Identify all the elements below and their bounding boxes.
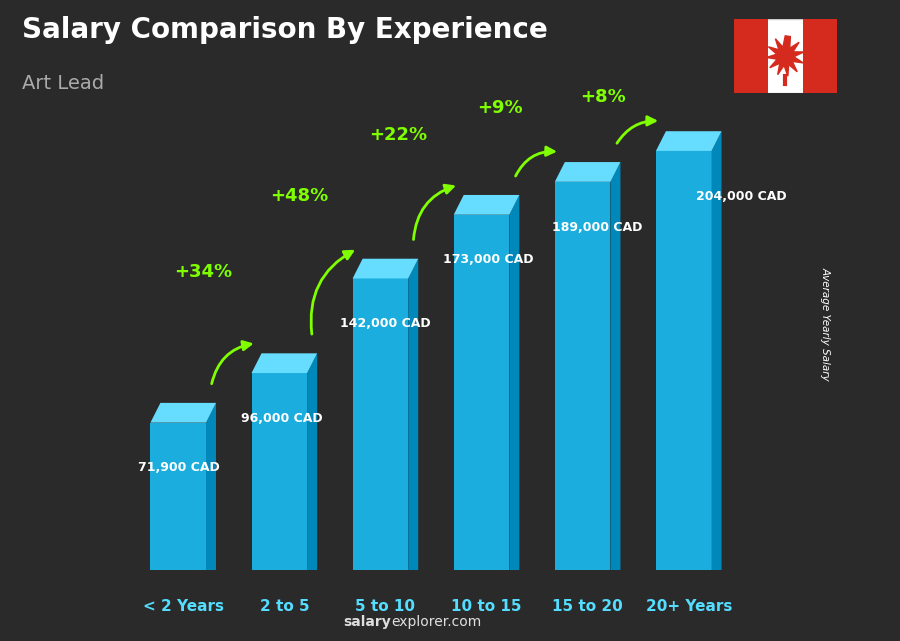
Polygon shape [509,195,519,570]
Text: +34%: +34% [175,263,232,281]
Text: 20+ Years: 20+ Years [645,599,732,614]
Polygon shape [353,278,409,570]
Polygon shape [712,131,722,570]
Polygon shape [307,353,317,570]
Polygon shape [251,373,307,570]
Polygon shape [803,19,837,93]
Text: 96,000 CAD: 96,000 CAD [241,412,322,425]
Text: +48%: +48% [270,187,328,205]
Polygon shape [409,259,419,570]
Text: 189,000 CAD: 189,000 CAD [553,221,643,233]
Polygon shape [734,19,768,93]
Text: +8%: +8% [580,88,626,106]
Text: explorer.com: explorer.com [392,615,482,629]
Polygon shape [150,403,216,422]
Text: Art Lead: Art Lead [22,74,104,93]
Text: 173,000 CAD: 173,000 CAD [443,253,534,267]
Polygon shape [251,353,317,373]
Text: salary: salary [344,615,392,629]
Text: 5 to 10: 5 to 10 [356,599,416,614]
Text: Salary Comparison By Experience: Salary Comparison By Experience [22,16,548,44]
Text: 10 to 15: 10 to 15 [451,599,522,614]
Polygon shape [353,259,418,278]
Polygon shape [656,151,712,570]
Polygon shape [734,19,837,93]
Polygon shape [554,182,610,570]
Polygon shape [610,162,620,570]
Polygon shape [554,162,620,182]
Polygon shape [206,403,216,570]
Text: 15 to 20: 15 to 20 [553,599,623,614]
Text: 204,000 CAD: 204,000 CAD [696,190,787,203]
Text: +9%: +9% [477,99,523,117]
Text: Average Yearly Salary: Average Yearly Salary [820,267,830,381]
Text: +22%: +22% [370,126,428,144]
Polygon shape [454,195,519,215]
Polygon shape [150,422,206,570]
Text: 2 to 5: 2 to 5 [259,599,309,614]
Polygon shape [766,36,804,76]
Text: 71,900 CAD: 71,900 CAD [138,462,220,474]
Text: 142,000 CAD: 142,000 CAD [340,317,430,330]
Polygon shape [656,131,722,151]
Text: < 2 Years: < 2 Years [143,599,224,614]
Polygon shape [454,215,509,570]
